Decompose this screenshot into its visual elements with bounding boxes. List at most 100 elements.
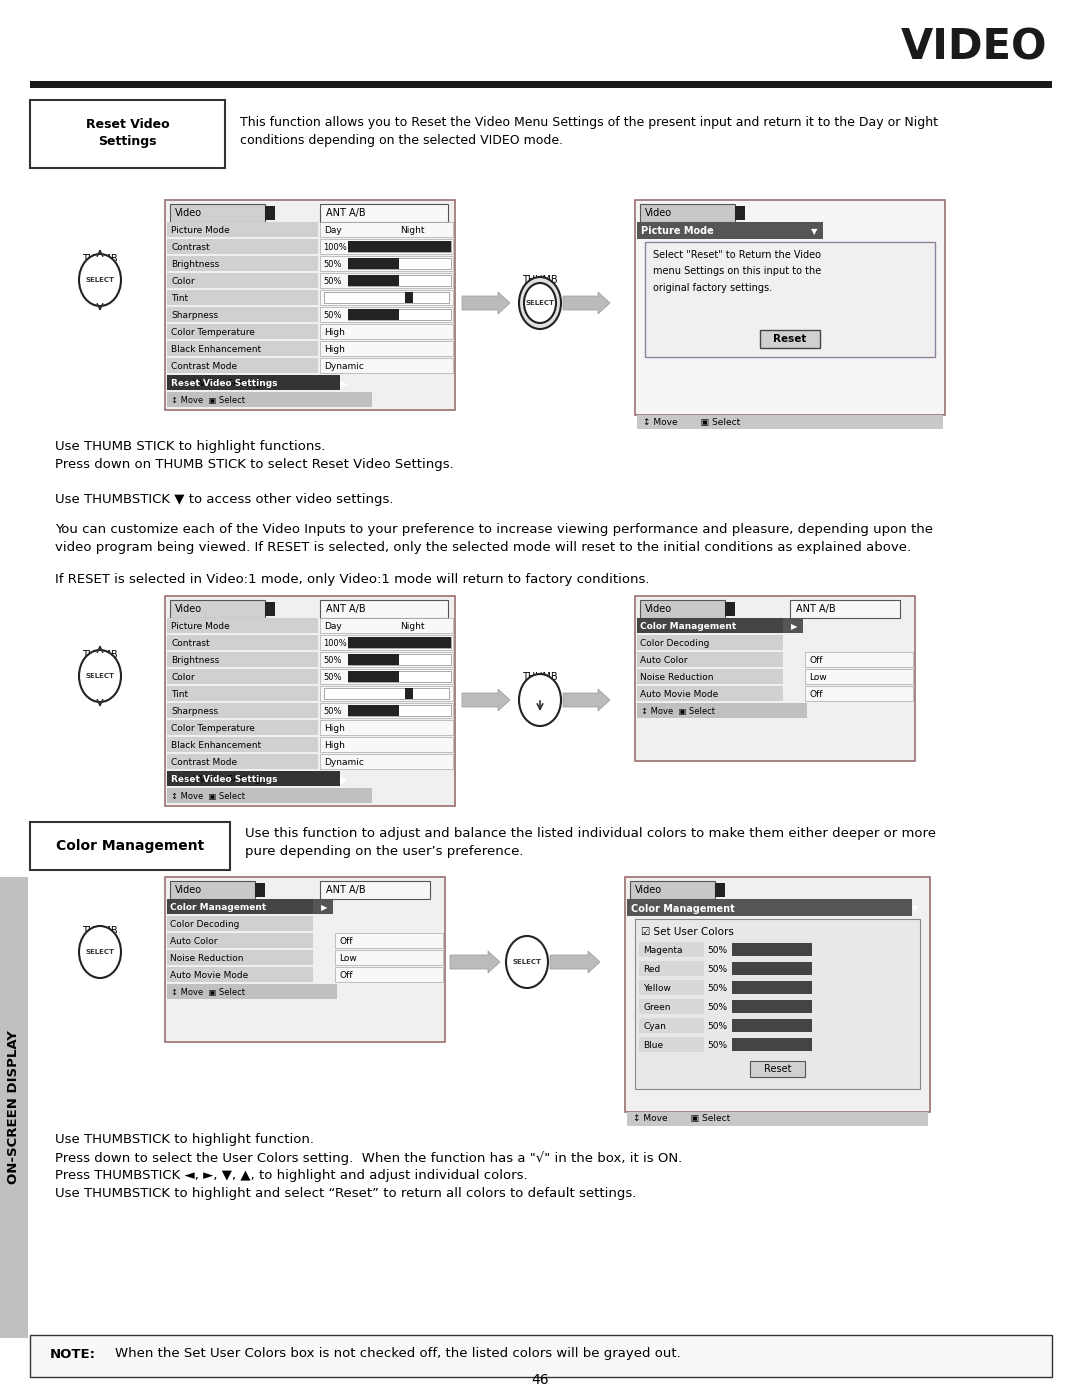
FancyArrow shape	[450, 951, 500, 972]
Text: THUMB: THUMB	[523, 275, 557, 285]
Text: High: High	[324, 345, 345, 353]
Bar	[635, 200, 945, 415]
Text: pure depending on the user’s preference.: pure depending on the user’s preference.	[245, 845, 524, 858]
Text: ↕ Move  ▣ Select: ↕ Move ▣ Select	[171, 395, 245, 405]
Bar	[30, 81, 1052, 88]
Text: Off: Off	[809, 657, 823, 665]
Text: SELECT: SELECT	[526, 300, 554, 306]
Bar	[639, 961, 704, 977]
Bar	[637, 652, 783, 666]
Bar	[30, 1336, 1052, 1377]
Text: Contrast: Contrast	[171, 638, 210, 648]
Bar	[167, 307, 318, 321]
Bar	[735, 205, 745, 219]
Text: Auto Movie Mode: Auto Movie Mode	[640, 690, 718, 698]
Bar	[348, 637, 451, 648]
Text: ↕ Move  ▣ Select: ↕ Move ▣ Select	[171, 792, 245, 800]
Text: Tint: Tint	[171, 690, 188, 698]
Bar	[320, 703, 453, 718]
Bar	[637, 636, 783, 650]
Bar	[639, 1037, 704, 1052]
Bar	[167, 358, 318, 373]
Text: Yellow: Yellow	[643, 983, 671, 993]
Text: Color Management: Color Management	[170, 902, 267, 912]
Text: STICK: STICK	[86, 939, 114, 949]
Text: ANT A/B: ANT A/B	[326, 208, 366, 218]
Text: Video: Video	[645, 604, 672, 615]
Text: ON-SCREEN DISPLAY: ON-SCREEN DISPLAY	[8, 1031, 21, 1185]
Text: Video: Video	[635, 886, 662, 895]
Bar	[167, 950, 313, 965]
Text: ▶: ▶	[321, 902, 327, 912]
Text: ↕ Move        ▣ Select: ↕ Move ▣ Select	[633, 1115, 730, 1123]
Text: THUMB: THUMB	[82, 254, 118, 264]
Text: This function allows you to Reset the Video Menu Settings of the present input a: This function allows you to Reset the Vi…	[240, 116, 939, 147]
Bar	[167, 256, 318, 271]
FancyArrow shape	[563, 689, 610, 711]
Bar	[165, 200, 455, 409]
Text: Magenta: Magenta	[643, 946, 683, 956]
Bar	[324, 687, 449, 698]
Text: High: High	[324, 740, 345, 750]
Bar	[725, 602, 735, 616]
Text: ▶: ▶	[791, 622, 797, 631]
Bar	[640, 599, 725, 617]
Bar	[639, 999, 704, 1014]
Text: Low: Low	[339, 954, 356, 963]
Bar	[750, 1060, 805, 1077]
Bar	[265, 602, 275, 616]
Ellipse shape	[79, 926, 121, 978]
Bar	[324, 292, 449, 303]
Bar	[320, 256, 453, 271]
Text: Use THUMBSTICK ▼ to access other video settings.: Use THUMBSTICK ▼ to access other video s…	[55, 493, 393, 506]
Bar	[348, 671, 399, 682]
Text: ▶: ▶	[340, 774, 348, 785]
Text: 50%: 50%	[707, 983, 727, 993]
Bar	[805, 669, 913, 685]
Text: Off: Off	[339, 971, 352, 981]
Text: Color Temperature: Color Temperature	[171, 724, 255, 733]
Text: You can customize each of the Video Inputs to your preference to increase viewin: You can customize each of the Video Inpu…	[55, 522, 933, 536]
Bar	[320, 291, 453, 305]
Bar	[0, 877, 28, 1338]
Text: Press down to select the User Colors setting.  When the function has a "√" in th: Press down to select the User Colors set…	[55, 1151, 683, 1165]
Text: ↕ Move  ▣ Select: ↕ Move ▣ Select	[171, 988, 245, 997]
Bar	[167, 771, 340, 787]
Bar	[167, 703, 318, 718]
Text: Press THUMBSTICK ◄, ►, ▼, ▲, to highlight and adjust individual colors.: Press THUMBSTICK ◄, ►, ▼, ▲, to highligh…	[55, 1169, 528, 1182]
Text: Contrast Mode: Contrast Mode	[171, 362, 238, 372]
Bar	[348, 654, 399, 665]
Bar	[732, 1000, 812, 1013]
Bar	[645, 242, 935, 358]
Bar	[167, 393, 372, 407]
Bar	[170, 599, 265, 617]
Text: ANT A/B: ANT A/B	[326, 604, 366, 615]
Bar	[167, 983, 337, 999]
Bar	[732, 943, 812, 956]
Bar	[265, 205, 275, 219]
Bar	[348, 705, 399, 717]
FancyArrow shape	[550, 951, 600, 972]
FancyArrow shape	[462, 689, 510, 711]
Bar	[639, 981, 704, 995]
Bar	[348, 258, 451, 270]
Text: Dynamic: Dynamic	[324, 759, 364, 767]
Bar	[348, 309, 399, 320]
Text: 100%: 100%	[323, 638, 347, 648]
Bar	[635, 597, 915, 761]
Bar	[637, 222, 823, 239]
Text: Video: Video	[175, 604, 202, 615]
Bar	[348, 275, 451, 286]
Bar	[320, 669, 453, 685]
Bar	[348, 309, 451, 320]
Text: 50%: 50%	[707, 1041, 727, 1051]
Bar	[320, 324, 453, 339]
Bar	[320, 882, 430, 900]
Text: Color Management: Color Management	[56, 840, 204, 854]
Bar	[640, 204, 735, 222]
Bar	[639, 1018, 704, 1032]
Text: Auto Color: Auto Color	[170, 937, 217, 946]
Bar	[167, 967, 313, 982]
Bar	[320, 204, 448, 222]
Text: ↕ Move  ▣ Select: ↕ Move ▣ Select	[642, 707, 715, 717]
